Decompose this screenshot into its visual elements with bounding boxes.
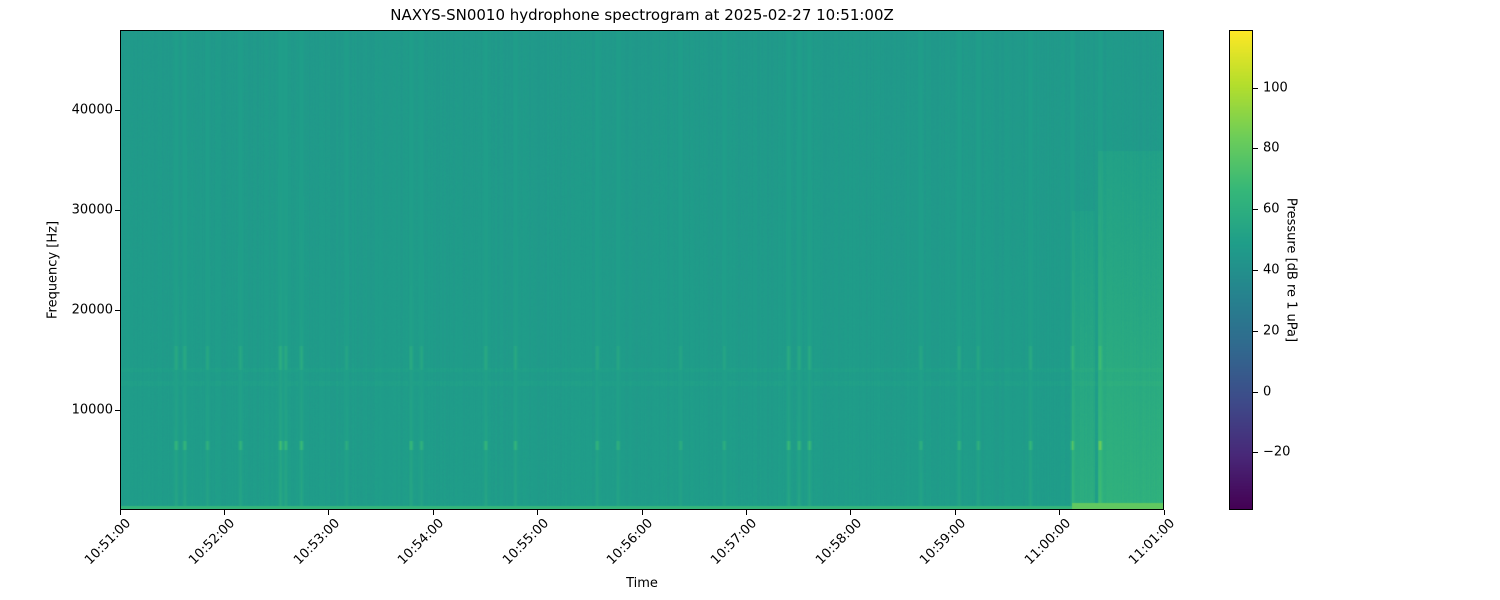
spectrogram-heatmap: [120, 30, 1164, 510]
x-tick: [1059, 510, 1061, 515]
x-tick-label: 10:55:00: [499, 516, 552, 568]
x-tick: [745, 510, 747, 515]
colorbar-tick: [1253, 209, 1258, 211]
x-tick: [432, 510, 434, 515]
y-tick-label: 30000: [71, 202, 113, 218]
x-tick-label: 10:53:00: [290, 516, 343, 568]
colorbar-tick-label: 20: [1263, 323, 1280, 339]
colorbar-tick: [1253, 391, 1258, 393]
colorbar-tick-label: 0: [1263, 384, 1272, 400]
x-tick-label: 11:00:00: [1021, 516, 1074, 568]
y-tick: [115, 410, 120, 411]
colorbar-tick: [1253, 87, 1258, 89]
y-axis-label: Frequency [Hz]: [45, 220, 61, 320]
y-tick: [115, 210, 120, 211]
y-tick-label: 20000: [71, 302, 113, 318]
colorbar: [1229, 30, 1253, 510]
x-tick-label: 11:01:00: [1126, 516, 1178, 568]
colorbar-tick: [1253, 270, 1258, 271]
y-tick: [115, 310, 120, 311]
colorbar-tick: [1253, 452, 1258, 454]
x-tick: [1163, 510, 1165, 515]
x-tick: [954, 510, 956, 515]
plot-area: [120, 30, 1164, 510]
colorbar-label: Pressure [dB re 1 uPa]: [1283, 197, 1299, 343]
x-tick-label: 10:57:00: [708, 516, 761, 568]
x-tick-label: 10:51:00: [82, 516, 134, 568]
x-tick-label: 10:54:00: [395, 516, 448, 568]
x-tick: [328, 510, 330, 515]
x-tick: [223, 510, 225, 515]
colorbar-tick-label: −20: [1263, 444, 1291, 460]
y-tick-label: 40000: [71, 102, 113, 118]
colorbar-tick-label: 60: [1263, 201, 1280, 217]
colorbar-tick-label: 40: [1263, 262, 1280, 278]
x-tick: [641, 510, 643, 515]
colorbar-tick: [1253, 330, 1258, 332]
x-tick: [537, 510, 539, 515]
x-tick: [119, 510, 121, 515]
x-tick-label: 10:59:00: [917, 516, 970, 568]
y-tick-label: 10000: [71, 402, 113, 418]
x-tick-label: 10:52:00: [186, 516, 239, 568]
x-axis-label: Time: [626, 576, 658, 591]
x-tick: [850, 510, 852, 515]
colorbar-tick: [1253, 148, 1258, 150]
x-tick-label: 10:56:00: [604, 516, 656, 568]
chart-title: NAXYS-SN0010 hydrophone spectrogram at 2…: [390, 6, 894, 24]
colorbar-tick-label: 100: [1263, 80, 1288, 96]
y-tick: [115, 110, 120, 111]
colorbar-tick-label: 80: [1263, 140, 1280, 156]
x-tick-label: 10:58:00: [812, 516, 865, 568]
